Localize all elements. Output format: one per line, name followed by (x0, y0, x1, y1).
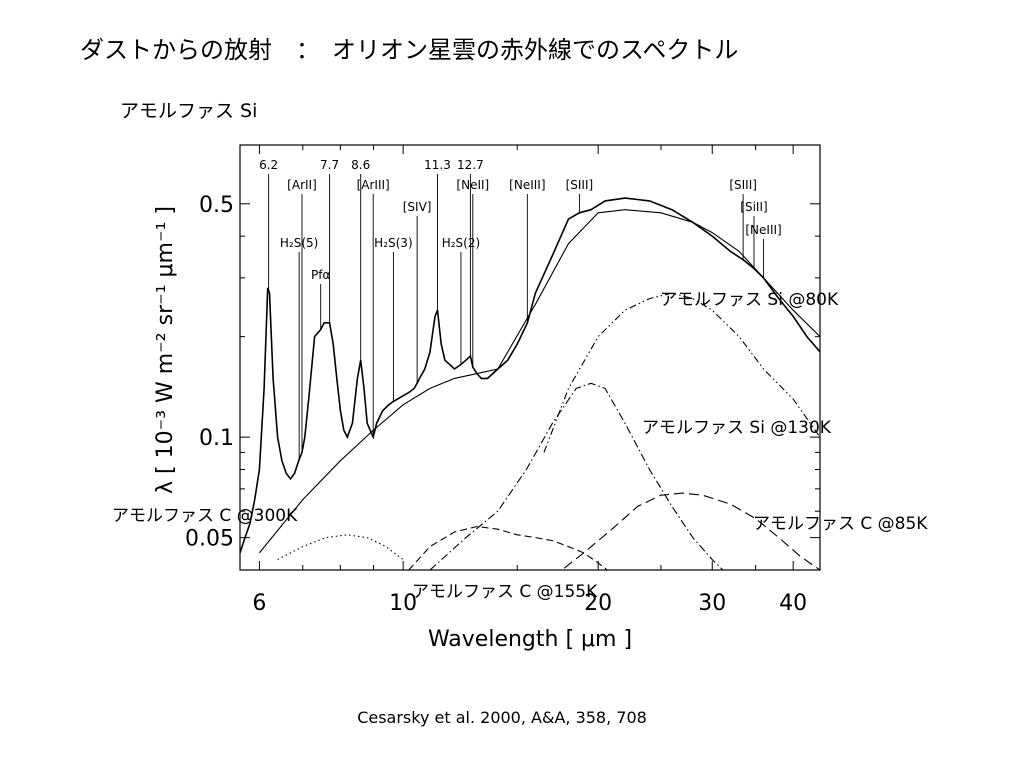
line-label-3: 11.3 (424, 158, 451, 172)
component-label-4: アモルファス C @300K (112, 506, 298, 526)
si-80k-line (543, 292, 820, 453)
line-label-8: [NeIII] (509, 178, 545, 192)
y-axis-label: λ [ 10⁻³ W m⁻² sr⁻¹ μm⁻¹ ] (153, 206, 178, 494)
line-label-6: [ArIII] (357, 178, 390, 192)
line-label-10: [SIII] (729, 178, 757, 192)
line-label-2: 8.6 (351, 158, 370, 172)
c-155k-line (408, 525, 609, 570)
x-tick-label-0: 6 (252, 591, 266, 616)
si-130k-line (429, 382, 724, 570)
component-label-0: アモルファス Si @80K (660, 290, 839, 310)
y-tick-label-1: 0.1 (199, 426, 234, 451)
line-label-13: [NeIII] (745, 223, 781, 237)
component-label-2: アモルファス C @85K (753, 514, 928, 534)
axis-ticks: 6 10 20 30 40 0.05 0.1 0.5 (185, 145, 820, 616)
line-label-0: 6.2 (259, 158, 278, 172)
x-tick-label-2: 20 (584, 591, 612, 616)
slide-title: ダストからの放射 ： オリオン星雲の赤外線でのスペクトル (80, 36, 739, 64)
line-label-7: [NeII] (456, 178, 489, 192)
component-labels: アモルファス Si @80K アモルファス Si @130K アモルファス C @8… (112, 290, 928, 602)
component-label-1: アモルファス Si @130K (642, 418, 832, 438)
slide-subtitle: アモルファス Si (120, 100, 258, 122)
x-tick-label-3: 30 (698, 591, 726, 616)
line-label-15: H₂S(3) (374, 236, 412, 250)
x-axis-label: Wavelength [ μm ] (428, 627, 632, 652)
x-tick-label-1: 10 (389, 591, 417, 616)
line-label-12: [SiII] (740, 200, 767, 214)
component-label-3: アモルファス C @155K (412, 582, 598, 602)
c-85k-line (560, 492, 820, 570)
line-label-5: [ArII] (287, 178, 317, 192)
line-label-4: 12.7 (457, 158, 484, 172)
x-tick-label-4: 40 (779, 591, 807, 616)
total-fit-line (258, 209, 820, 554)
series-layer (240, 197, 820, 570)
line-label-1: 7.7 (320, 158, 339, 172)
line-label-17: Pfα (311, 268, 330, 282)
line-label-16: H₂S(2) (442, 236, 480, 250)
c-300k-line (277, 534, 404, 560)
emission-line-markers: 6.2 7.7 8.6 11.3 12.7 [ArII] [ArIII] [NeII] [NeI… (259, 158, 782, 460)
y-tick-label-2: 0.5 (199, 193, 234, 218)
citation: Cesarsky et al. 2000, A&A, 358, 708 (357, 708, 647, 727)
line-label-9: [SIII] (566, 178, 594, 192)
y-tick-label-0: 0.05 (185, 527, 234, 552)
line-label-14: H₂S(5) (280, 236, 318, 250)
line-label-11: [SIV] (403, 200, 432, 214)
observed-spectrum-line (240, 197, 820, 554)
plot-frame (239, 144, 821, 571)
